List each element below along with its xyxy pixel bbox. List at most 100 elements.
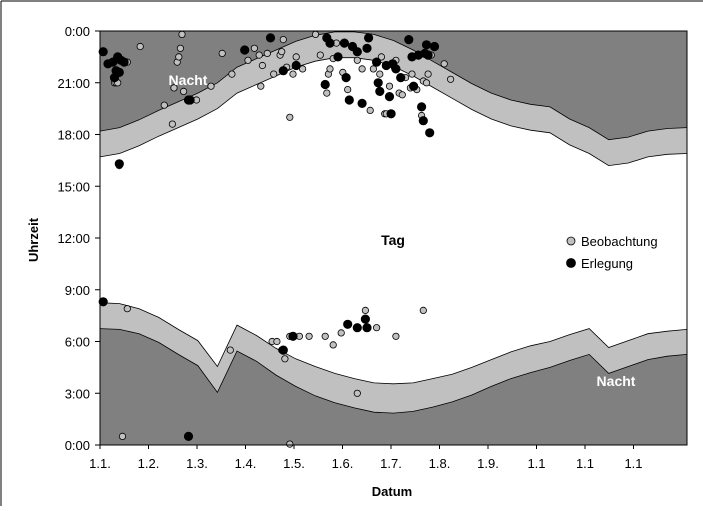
point-beobachtung bbox=[311, 30, 320, 39]
point-erlegung bbox=[425, 128, 435, 138]
y-tick-label: 3:00 bbox=[65, 386, 90, 401]
x-axis-title: Datum bbox=[372, 484, 412, 499]
x-tick-label: 1.4. bbox=[235, 456, 257, 471]
y-tick-label: 18:00 bbox=[57, 128, 90, 143]
point-erlegung bbox=[384, 92, 395, 102]
point-beobachtung bbox=[358, 65, 366, 73]
point-erlegung bbox=[423, 50, 433, 60]
point-beobachtung bbox=[255, 51, 263, 59]
series-erlegung bbox=[98, 33, 440, 441]
legend-label-beobachtung: Beobachtung bbox=[581, 234, 658, 249]
point-beobachtung bbox=[289, 70, 297, 78]
point-erlegung bbox=[278, 66, 288, 76]
x-tick-label: 1.1 bbox=[527, 456, 545, 471]
y-tick-label: 6:00 bbox=[65, 335, 90, 350]
y-tick-label: 12:00 bbox=[57, 231, 90, 246]
point-beobachtung bbox=[263, 49, 271, 58]
point-beobachtung bbox=[180, 87, 188, 96]
point-erlegung bbox=[288, 331, 298, 341]
point-erlegung bbox=[325, 38, 335, 48]
sunrise-line bbox=[99, 302, 688, 385]
point-beobachtung bbox=[446, 75, 455, 83]
legend-label-erlegung: Erlegung bbox=[581, 256, 633, 271]
point-beobachtung bbox=[353, 389, 361, 397]
point-beobachtung bbox=[278, 48, 286, 56]
point-erlegung bbox=[418, 116, 428, 126]
point-beobachtung bbox=[305, 332, 313, 340]
point-erlegung bbox=[416, 102, 427, 112]
legend-marker-beobachtung bbox=[566, 236, 576, 246]
x-tick-label: 1.6. bbox=[332, 456, 354, 471]
point-erlegung bbox=[429, 41, 440, 52]
point-erlegung bbox=[373, 78, 383, 88]
point-beobachtung bbox=[257, 82, 265, 90]
point-erlegung bbox=[360, 314, 370, 324]
y-tick-label: 9:00 bbox=[65, 283, 90, 298]
y-axis-title: Uhrzeit bbox=[26, 217, 41, 262]
point-beobachtung bbox=[316, 51, 324, 59]
point-beobachtung bbox=[123, 305, 131, 313]
region-label-day: Tag bbox=[381, 232, 405, 248]
point-erlegung bbox=[386, 109, 396, 119]
legend: Beobachtung Erlegung bbox=[566, 234, 658, 271]
point-beobachtung bbox=[440, 60, 448, 68]
point-beobachtung bbox=[353, 56, 361, 64]
point-beobachtung bbox=[178, 30, 186, 39]
point-erlegung bbox=[114, 159, 124, 169]
region-label-night-top: Nacht bbox=[169, 72, 208, 88]
point-beobachtung bbox=[244, 56, 252, 64]
point-beobachtung bbox=[207, 82, 215, 90]
point-beobachtung bbox=[136, 42, 144, 51]
point-erlegung bbox=[357, 98, 367, 109]
point-erlegung bbox=[240, 45, 250, 55]
point-beobachtung bbox=[385, 82, 394, 90]
point-erlegung bbox=[371, 57, 382, 67]
civil-dusk-line bbox=[99, 31, 688, 141]
point-erlegung bbox=[98, 47, 108, 57]
point-erlegung bbox=[344, 95, 354, 105]
point-beobachtung bbox=[369, 65, 377, 73]
point-erlegung bbox=[363, 33, 374, 43]
point-erlegung bbox=[114, 67, 124, 78]
point-beobachtung bbox=[176, 44, 184, 52]
point-beobachtung bbox=[398, 91, 406, 99]
point-erlegung bbox=[408, 81, 419, 91]
point-beobachtung bbox=[323, 89, 331, 97]
night-region-bottom bbox=[100, 328, 687, 445]
point-beobachtung bbox=[168, 120, 176, 128]
point-beobachtung bbox=[286, 113, 294, 121]
point-erlegung bbox=[339, 38, 349, 48]
y-tick-label: 15:00 bbox=[57, 179, 90, 194]
point-beobachtung bbox=[344, 86, 352, 94]
point-erlegung bbox=[421, 40, 432, 50]
point-beobachtung bbox=[270, 70, 278, 78]
point-erlegung bbox=[341, 73, 351, 83]
point-beobachtung bbox=[175, 53, 183, 61]
point-beobachtung bbox=[424, 70, 432, 78]
point-erlegung bbox=[333, 52, 343, 62]
point-beobachtung bbox=[337, 329, 345, 337]
point-beobachtung bbox=[366, 106, 374, 115]
x-tick-label: 1.1 bbox=[576, 456, 594, 471]
legend-marker-erlegung bbox=[566, 258, 576, 268]
point-beobachtung bbox=[321, 332, 329, 340]
point-erlegung bbox=[265, 33, 276, 43]
x-tick-label: 1.7. bbox=[380, 456, 402, 471]
point-beobachtung bbox=[258, 61, 266, 70]
x-tick-label: 1.2. bbox=[138, 456, 160, 471]
x-tick-label: 1.3. bbox=[186, 456, 208, 471]
point-erlegung bbox=[352, 323, 362, 333]
x-tick-label: 1.9. bbox=[477, 456, 499, 471]
point-erlegung bbox=[404, 34, 414, 45]
point-erlegung bbox=[183, 431, 194, 441]
point-beobachtung bbox=[422, 79, 431, 87]
point-beobachtung bbox=[118, 432, 127, 440]
civil-dawn-line bbox=[99, 328, 688, 414]
point-beobachtung bbox=[376, 70, 384, 78]
point-erlegung bbox=[291, 60, 301, 71]
point-beobachtung bbox=[392, 332, 400, 340]
point-beobachtung bbox=[408, 70, 416, 78]
point-erlegung bbox=[320, 79, 330, 90]
